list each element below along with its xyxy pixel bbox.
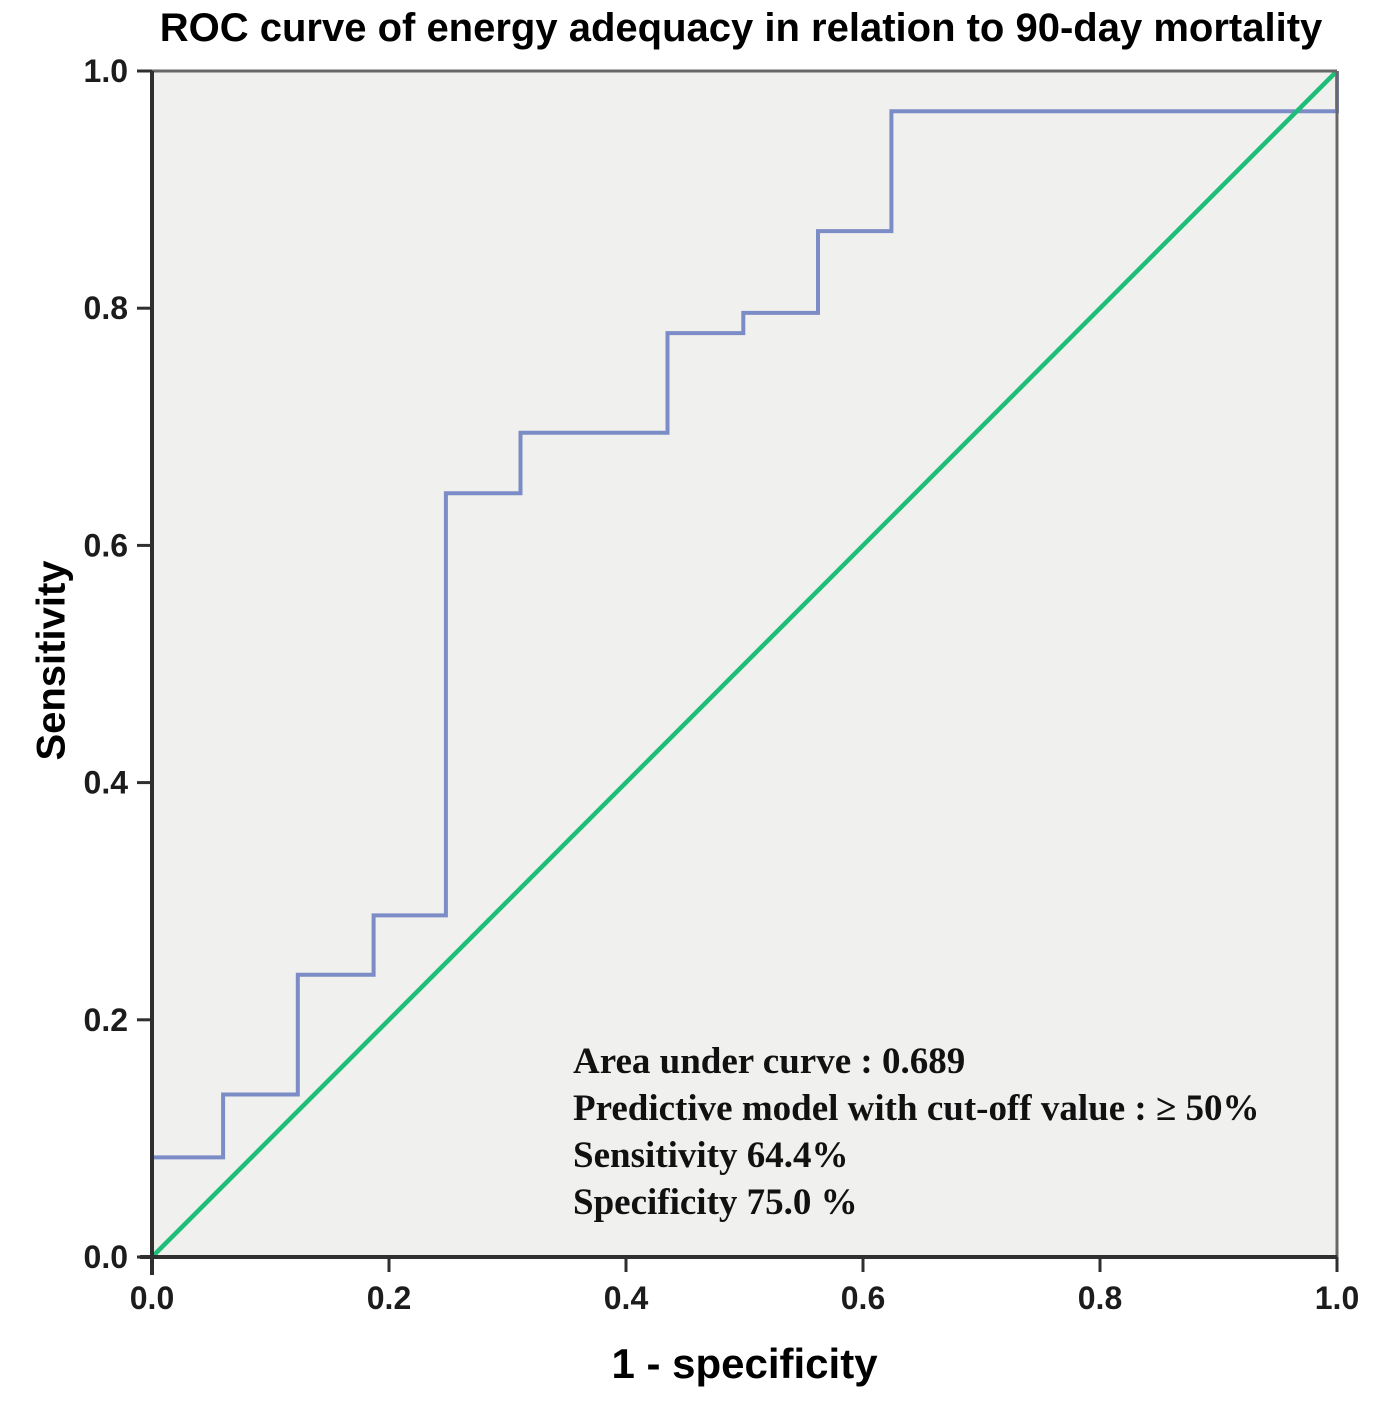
y-tick-label: 1.0	[84, 53, 128, 89]
y-tick-label: 0.8	[84, 290, 128, 326]
y-tick-label: 0.6	[84, 527, 128, 563]
x-tick-label: 0.0	[130, 1280, 174, 1316]
x-tick-label: 0.8	[1078, 1280, 1122, 1316]
annotation-block: Area under curve : 0.689 Predictive mode…	[573, 1038, 1260, 1226]
annotation-cutoff: Predictive model with cut-off value : ≥ …	[573, 1088, 1260, 1129]
y-tick-label: 0.0	[84, 1239, 128, 1275]
y-tick-label: 0.4	[84, 765, 129, 801]
x-tick-label: 0.6	[841, 1280, 885, 1316]
reference-diagonal-line	[150, 69, 1339, 1259]
x-tick-label: 1.0	[1315, 1280, 1359, 1316]
annotation-sensitivity: Sensitivity 64.4%	[573, 1135, 849, 1176]
x-tick-label: 0.4	[604, 1280, 649, 1316]
annotation-specificity: Specificity 75.0 %	[573, 1182, 858, 1223]
x-axis-title: 1 - specificity	[611, 1340, 878, 1387]
chart-title: ROC curve of energy adequacy in relation…	[159, 6, 1323, 50]
annotation-auc: Area under curve : 0.689	[573, 1041, 966, 1082]
y-tick-label: 0.2	[84, 1002, 128, 1038]
roc-step-curve-line	[150, 71, 1339, 1257]
x-tick-label: 0.2	[367, 1280, 411, 1316]
